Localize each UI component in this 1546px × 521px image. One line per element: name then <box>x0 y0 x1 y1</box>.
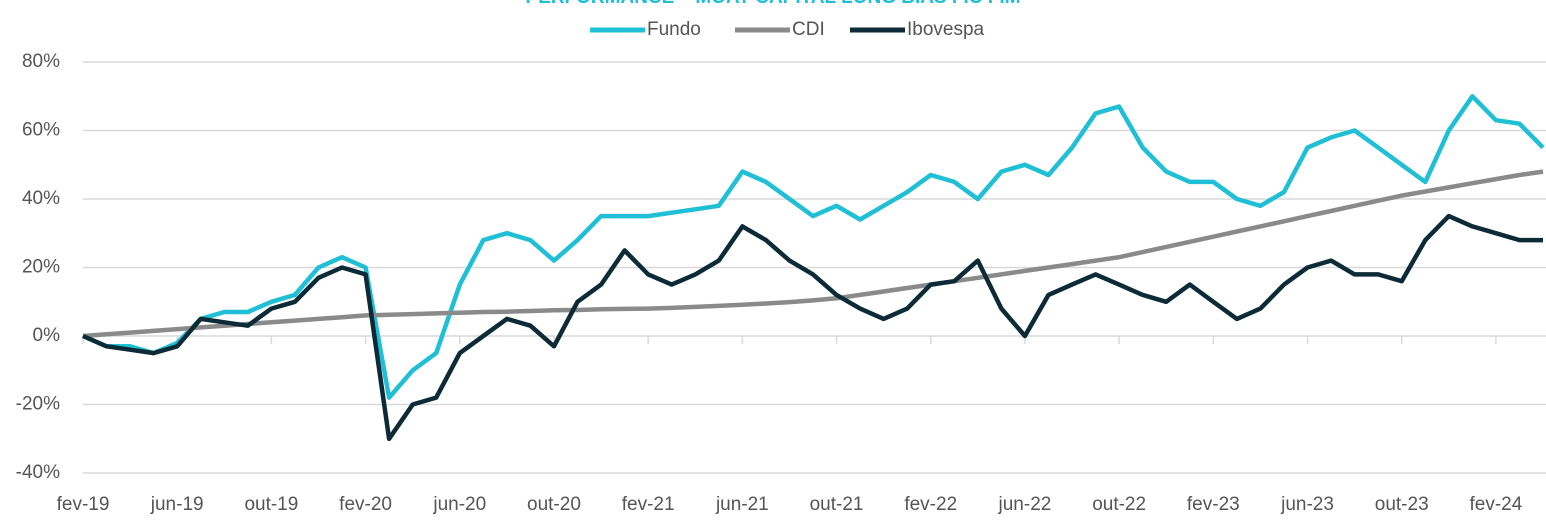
x-tick-label: fev-22 <box>904 494 957 515</box>
x-tick-label: jun-20 <box>432 494 486 515</box>
x-tick-label: fev-23 <box>1187 494 1240 515</box>
x-tick-label: jun-21 <box>715 494 769 515</box>
y-tick-label: 0% <box>33 325 61 346</box>
series-line <box>82 94 1545 400</box>
x-tick-label: out-21 <box>810 494 864 515</box>
x-tick-label: jun-23 <box>1280 494 1334 515</box>
x-tick-label: fev-21 <box>622 494 675 515</box>
x-tick-label: out-22 <box>1092 494 1146 515</box>
x-tick-label: jun-19 <box>150 494 204 515</box>
legend-label: CDI <box>792 19 825 40</box>
y-tick-label: 80% <box>22 51 60 72</box>
series-line <box>82 169 1544 339</box>
x-tick-label: fev-20 <box>339 494 392 515</box>
y-tick-label: -40% <box>16 462 60 483</box>
y-tick-label: 40% <box>22 188 60 209</box>
x-tick-label: fev-24 <box>1469 494 1522 515</box>
chart-title: PERFORMANCE – MOAT CAPITAL LONG BIAS FIC… <box>525 0 1020 8</box>
legend-label: Fundo <box>647 19 701 40</box>
x-tick-label: out-20 <box>527 494 581 515</box>
y-tick-label: 20% <box>22 257 60 278</box>
x-tick-label: jun-22 <box>998 494 1052 515</box>
y-tick-label: 60% <box>22 120 60 141</box>
y-tick-label: -20% <box>16 394 60 415</box>
x-tick-label: out-19 <box>244 494 298 515</box>
x-tick-label: fev-19 <box>57 494 110 515</box>
series-line <box>82 213 1543 442</box>
legend-label: Ibovespa <box>907 19 985 40</box>
x-tick-label: out-23 <box>1375 494 1429 515</box>
